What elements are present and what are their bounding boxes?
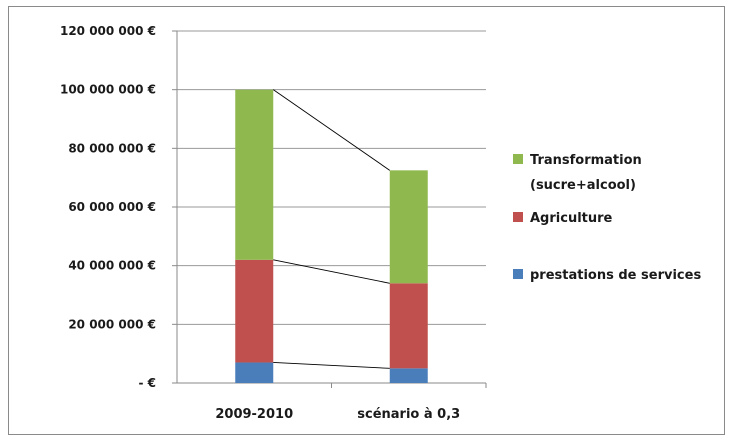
legend-label: Transformation (530, 153, 642, 168)
y-tick-label: 40 000 000 € (68, 259, 156, 273)
y-tick-label: 120 000 000 € (60, 24, 156, 38)
bar-segment-0-0 (235, 362, 274, 383)
series-connector-line (273, 362, 390, 369)
y-tick-label: 80 000 000 € (68, 141, 156, 155)
legend-swatch (513, 212, 523, 222)
x-category-label: 2009-2010 (215, 407, 293, 422)
legend-label: prestations de services (530, 268, 701, 283)
bar-segment-1-0 (235, 259, 274, 363)
y-tick-label: 60 000 000 € (68, 200, 156, 214)
legend-label: Agriculture (530, 211, 613, 226)
y-tick-label: 20 000 000 € (68, 317, 156, 331)
legend-swatch (513, 154, 523, 164)
y-tick-label: - € (138, 376, 156, 390)
legend-label: (sucre+alcool) (530, 178, 636, 193)
x-category-label: scénario à 0,3 (357, 407, 460, 422)
bar-segment-2-0 (235, 89, 274, 260)
series-connector-line (272, 89, 391, 171)
bar-segment-2-1 (389, 170, 428, 284)
chart-frame: - € 20 000 000 € 40 000 000 € 60 000 000 € 8… (8, 6, 725, 435)
stacked-bar-chart: - € 20 000 000 € 40 000 000 € 60 000 000 € 8… (60, 24, 701, 422)
series-connector-line (273, 259, 390, 284)
bar-segment-1-1 (389, 283, 428, 369)
y-tick-label: 100 000 000 € (60, 83, 156, 97)
bar-segment-0-1 (389, 368, 428, 383)
legend-swatch (513, 269, 523, 279)
